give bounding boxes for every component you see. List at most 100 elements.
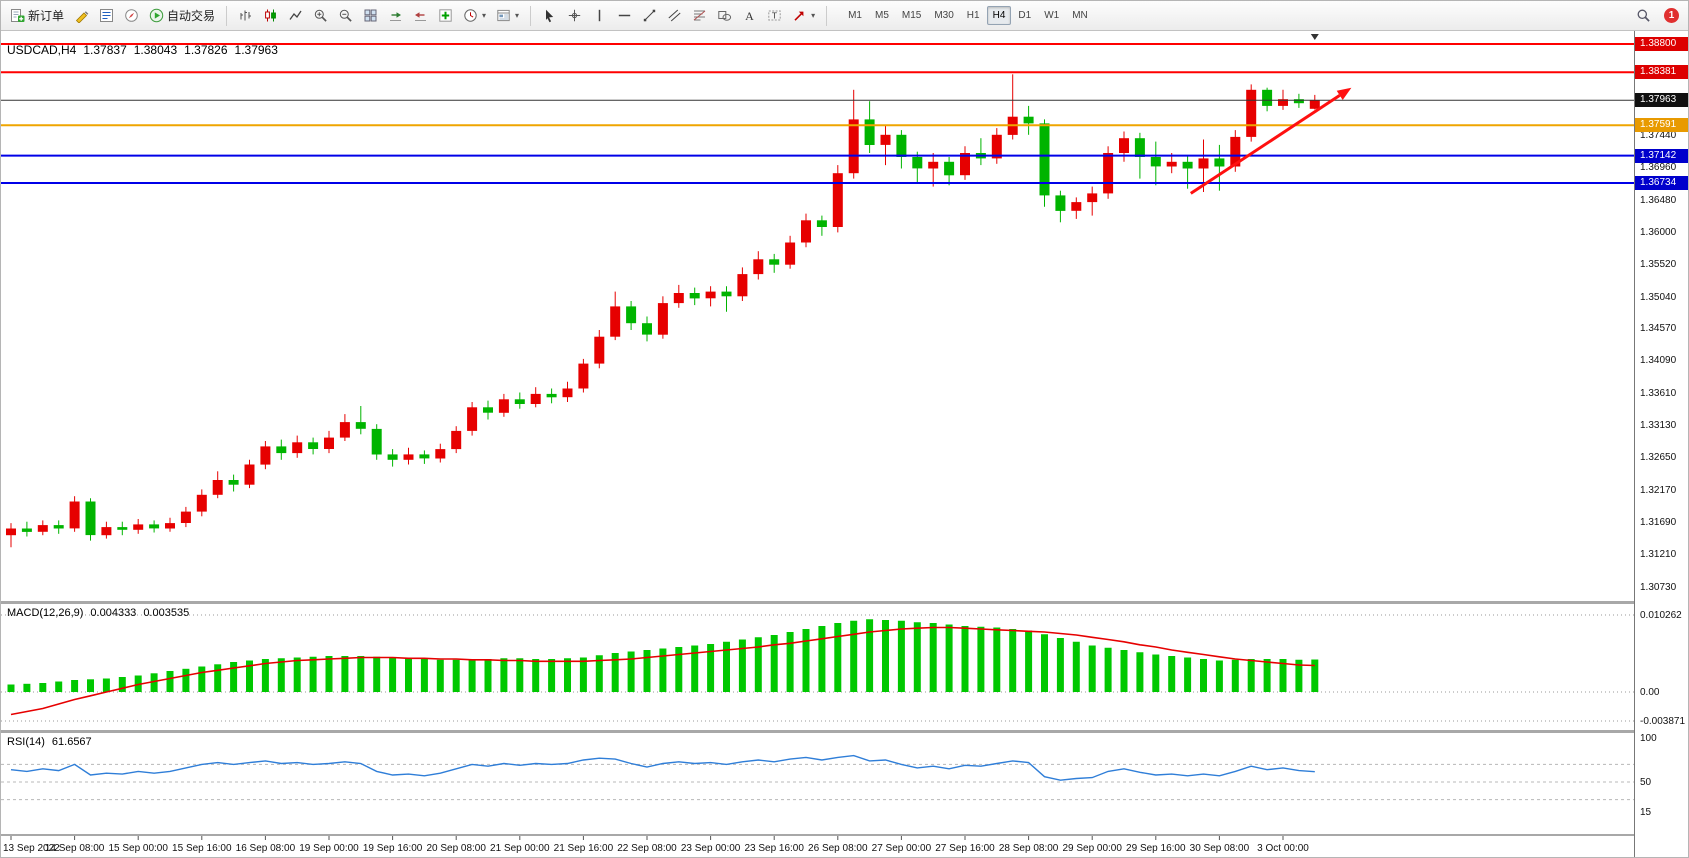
arrows-icon (792, 8, 807, 23)
rsi-axis-label: 15 (1640, 807, 1652, 819)
macd-axis-label: -0.003871 (1640, 715, 1686, 727)
chart-shift-button[interactable] (409, 4, 432, 28)
horizontal-line-button[interactable] (613, 4, 636, 28)
search-button[interactable] (1632, 4, 1655, 28)
timeframe-w1[interactable]: W1 (1038, 6, 1065, 25)
panel-divider[interactable] (1, 601, 1688, 604)
timeframe-h4[interactable]: H4 (986, 6, 1012, 25)
main-chart-panel[interactable]: USDCAD,H4 1.37837 1.38043 1.37826 1.37963 (1, 31, 1636, 601)
zoom-out-button[interactable] (334, 4, 357, 28)
timeframe-m5[interactable]: M5 (869, 6, 895, 25)
toolbar-separator (530, 5, 532, 26)
time-axis-label: 13 Sep 2022 (3, 843, 60, 854)
timeframe-mn[interactable]: MN (1066, 6, 1094, 25)
timeframe-d1[interactable]: D1 (1012, 6, 1037, 25)
time-axis-label: 27 Sep 16:00 (935, 843, 995, 854)
current-price-label: 1.37963 (1635, 93, 1688, 108)
time-axis-label: 14 Sep 08:00 (45, 843, 105, 854)
toolbar-separator (226, 5, 228, 26)
chevron-down-icon: ▾ (482, 11, 487, 20)
trendline-button[interactable] (638, 4, 661, 28)
time-axis-label: 22 Sep 08:00 (617, 843, 677, 854)
time-axis-label: 3 Oct 00:00 (1257, 843, 1309, 854)
price-tick-label: 1.31210 (1640, 549, 1677, 561)
navigator-button[interactable] (120, 4, 143, 28)
vertical-line-icon (592, 8, 607, 23)
channel-button[interactable] (663, 4, 686, 28)
time-axis-label: 29 Sep 16:00 (1126, 843, 1186, 854)
shapes-button[interactable] (713, 4, 736, 28)
price-tick-label: 1.30730 (1640, 581, 1677, 593)
auto-scroll-icon (388, 8, 403, 23)
metaeditor-button[interactable] (70, 4, 93, 28)
cursor-button[interactable] (538, 4, 561, 28)
price-tick-label: 1.37440 (1640, 130, 1677, 141)
fibonacci-button[interactable] (688, 4, 711, 28)
timeframe-m30[interactable]: M30 (928, 6, 959, 25)
rsi-indicator-panel[interactable]: RSI(14) 61.6567 (1, 733, 1636, 834)
text-label-icon: T (767, 8, 782, 23)
rsi-chart[interactable] (1, 733, 1636, 834)
candlestick-chart-icon (263, 8, 278, 23)
text-button[interactable]: A (738, 4, 761, 28)
rsi-axis-label: 50 (1640, 776, 1652, 788)
horizontal-line-icon (617, 8, 632, 23)
bar-chart-button[interactable] (234, 4, 257, 28)
panel-divider[interactable] (1, 730, 1688, 733)
auto-scroll-button[interactable] (384, 4, 407, 28)
line-chart-button[interactable] (284, 4, 307, 28)
timeframe-h1[interactable]: H1 (961, 6, 986, 25)
price-tick-label: 1.35040 (1640, 291, 1677, 303)
price-tick-label: 1.33610 (1640, 387, 1677, 399)
time-axis-label: 19 Sep 16:00 (363, 843, 423, 854)
time-axis-label: 15 Sep 16:00 (172, 843, 232, 854)
svg-text:T: T (772, 10, 777, 20)
time-axis-label: 26 Sep 08:00 (808, 843, 868, 854)
time-axis-label: 28 Sep 08:00 (999, 843, 1059, 854)
timeframe-m15[interactable]: M15 (896, 6, 927, 25)
metaeditor-icon (74, 8, 89, 23)
time-axis-label: 27 Sep 00:00 (872, 843, 932, 854)
level-price-label: 1.37142 (1635, 148, 1688, 163)
zoom-out-icon (338, 8, 353, 23)
templates-button[interactable]: ▾ (492, 4, 523, 28)
market-watch-button[interactable] (95, 4, 118, 28)
zoom-in-button[interactable] (309, 4, 332, 28)
line-chart-icon (288, 8, 303, 23)
time-axis-label: 19 Sep 00:00 (299, 843, 359, 854)
macd-axis-label: 0.010262 (1640, 609, 1682, 621)
macd-indicator-panel[interactable]: MACD(12,26,9) 0.004333 0.003535 (1, 604, 1636, 730)
time-axis[interactable]: 13 Sep 2022 14 Sep 08:00 15 Sep 00:00 15 Se… (1, 836, 1636, 857)
level-price-label: 1.38381 (1635, 65, 1688, 80)
candlestick-chart-button[interactable] (259, 4, 282, 28)
level-price-label: 1.36734 (1635, 176, 1688, 190)
templates-icon (496, 8, 511, 23)
chart-shift-icon (413, 8, 428, 23)
crosshair-button[interactable] (563, 4, 586, 28)
time-axis-label: 23 Sep 00:00 (681, 843, 741, 854)
arrows-button[interactable]: ▾ (788, 4, 819, 28)
text-label-button[interactable]: T (763, 4, 786, 28)
time-axis-label: 20 Sep 08:00 (426, 843, 486, 854)
price-tick-label: 1.31690 (1640, 516, 1677, 528)
indicators-icon (438, 8, 453, 23)
panel-divider[interactable] (1, 834, 1688, 836)
price-axis[interactable]: 1.37440 1.36960 1.36480 1.36000 1.35520 1.350… (1634, 31, 1688, 857)
new-order-button[interactable]: 新订单 (6, 4, 68, 28)
bar-chart-icon (238, 8, 253, 23)
notification-badge[interactable]: 1 (1664, 8, 1679, 23)
indicators-button[interactable] (434, 4, 457, 28)
vertical-line-button[interactable] (588, 4, 611, 28)
timeframe-m1[interactable]: M1 (842, 6, 868, 25)
periods-icon (463, 8, 478, 23)
channel-icon (667, 8, 682, 23)
tile-windows-icon (363, 8, 378, 23)
auto-trading-button[interactable]: 自动交易 (145, 4, 219, 28)
trendline-icon (642, 8, 657, 23)
macd-chart[interactable] (1, 604, 1636, 730)
periods-button[interactable]: ▾ (459, 4, 490, 28)
candlestick-chart[interactable] (1, 31, 1636, 601)
tile-windows-button[interactable] (359, 4, 382, 28)
chevron-down-icon: ▾ (515, 11, 520, 20)
